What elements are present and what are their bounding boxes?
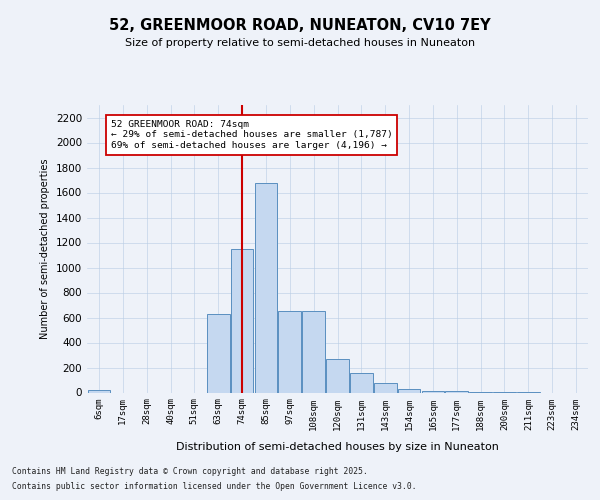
Bar xyxy=(350,373,373,392)
Text: Contains public sector information licensed under the Open Government Licence v3: Contains public sector information licen… xyxy=(12,482,416,491)
Bar xyxy=(254,182,277,392)
Bar xyxy=(88,390,110,392)
Bar xyxy=(278,311,301,392)
Bar xyxy=(326,359,349,392)
Text: 52, GREENMOOR ROAD, NUNEATON, CV10 7EY: 52, GREENMOOR ROAD, NUNEATON, CV10 7EY xyxy=(109,18,491,32)
Bar xyxy=(374,383,397,392)
Bar xyxy=(302,311,325,392)
Bar xyxy=(422,390,444,392)
Bar xyxy=(207,314,230,392)
Bar xyxy=(231,249,253,392)
Text: Contains HM Land Registry data © Crown copyright and database right 2025.: Contains HM Land Registry data © Crown c… xyxy=(12,467,368,476)
Y-axis label: Number of semi-detached properties: Number of semi-detached properties xyxy=(40,158,50,339)
Text: 52 GREENMOOR ROAD: 74sqm
← 29% of semi-detached houses are smaller (1,787)
69% o: 52 GREENMOOR ROAD: 74sqm ← 29% of semi-d… xyxy=(111,120,392,150)
Text: Size of property relative to semi-detached houses in Nuneaton: Size of property relative to semi-detach… xyxy=(125,38,475,48)
Bar xyxy=(398,389,421,392)
Text: Distribution of semi-detached houses by size in Nuneaton: Distribution of semi-detached houses by … xyxy=(176,442,499,452)
Bar xyxy=(445,391,468,392)
